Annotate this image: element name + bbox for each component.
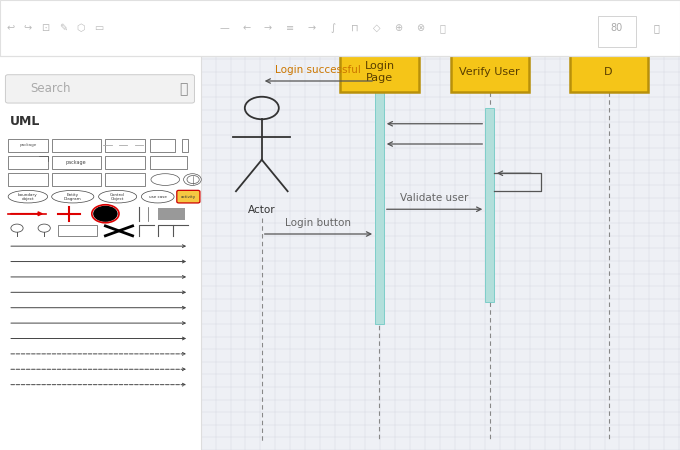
Circle shape — [187, 176, 199, 184]
Text: ⬜: ⬜ — [439, 23, 445, 33]
Ellipse shape — [151, 174, 180, 185]
Bar — [570, 52, 647, 92]
Text: ⌕: ⌕ — [180, 82, 188, 96]
Bar — [52, 173, 101, 186]
Bar — [52, 156, 101, 169]
Text: ⛓: ⛓ — [653, 23, 659, 33]
Text: Login
Page: Login Page — [364, 61, 394, 83]
Text: Validate user: Validate user — [401, 194, 469, 203]
Text: ←: ← — [242, 23, 250, 33]
Text: ◇: ◇ — [373, 23, 381, 33]
Circle shape — [38, 224, 50, 232]
Bar — [8, 173, 48, 186]
Bar — [375, 20, 384, 324]
Text: —: — — [220, 23, 229, 33]
Text: Login button: Login button — [286, 218, 352, 228]
Text: ↪: ↪ — [24, 23, 32, 33]
Text: ⊕: ⊕ — [394, 23, 403, 33]
Text: II: II — [205, 30, 212, 42]
Bar — [8, 139, 48, 152]
Text: 80: 80 — [611, 23, 623, 33]
Text: activity: activity — [181, 195, 196, 198]
FancyBboxPatch shape — [177, 190, 200, 203]
Ellipse shape — [52, 190, 94, 203]
Text: Control
Object: Control Object — [110, 193, 125, 201]
Text: UML: UML — [10, 115, 40, 128]
Text: ▭: ▭ — [94, 23, 103, 33]
Bar — [105, 139, 145, 152]
Text: Verify User: Verify User — [459, 67, 520, 77]
Bar — [182, 139, 188, 152]
Bar — [0, 0, 680, 56]
Text: ⬡: ⬡ — [77, 23, 85, 33]
Text: package: package — [19, 144, 37, 147]
Text: ∫: ∫ — [330, 23, 336, 33]
Text: package: package — [66, 160, 86, 165]
Bar — [150, 156, 187, 169]
Text: →: → — [307, 23, 316, 33]
Text: use case: use case — [149, 195, 167, 198]
Text: →: → — [264, 23, 272, 33]
Bar — [450, 52, 529, 92]
Circle shape — [93, 206, 118, 222]
Text: ↩: ↩ — [6, 23, 14, 33]
Text: boundary
object: boundary object — [18, 193, 38, 201]
Bar — [341, 52, 419, 92]
Text: ⊓: ⊓ — [351, 23, 359, 33]
Text: Entity
Diagram: Entity Diagram — [64, 193, 82, 201]
Bar — [105, 156, 145, 169]
Text: D: D — [605, 67, 613, 77]
Ellipse shape — [141, 190, 174, 203]
Ellipse shape — [8, 190, 48, 203]
Text: Actor: Actor — [248, 205, 275, 215]
Bar — [52, 139, 101, 152]
Bar — [150, 139, 175, 152]
Bar — [0, 56, 201, 450]
Circle shape — [11, 224, 23, 232]
Bar — [486, 108, 494, 302]
FancyBboxPatch shape — [5, 75, 194, 103]
Text: Login successful: Login successful — [275, 65, 361, 75]
Bar — [58, 225, 97, 236]
Ellipse shape — [184, 174, 201, 185]
Bar — [8, 156, 48, 169]
Text: Search: Search — [31, 82, 71, 95]
Bar — [105, 173, 145, 186]
Bar — [158, 208, 185, 220]
Text: ⊗: ⊗ — [416, 23, 424, 33]
Bar — [201, 56, 680, 450]
Bar — [598, 16, 636, 47]
Text: ≡: ≡ — [286, 23, 294, 33]
Text: ✎: ✎ — [59, 23, 67, 33]
Text: ⊡: ⊡ — [41, 23, 50, 33]
Ellipse shape — [99, 190, 137, 203]
